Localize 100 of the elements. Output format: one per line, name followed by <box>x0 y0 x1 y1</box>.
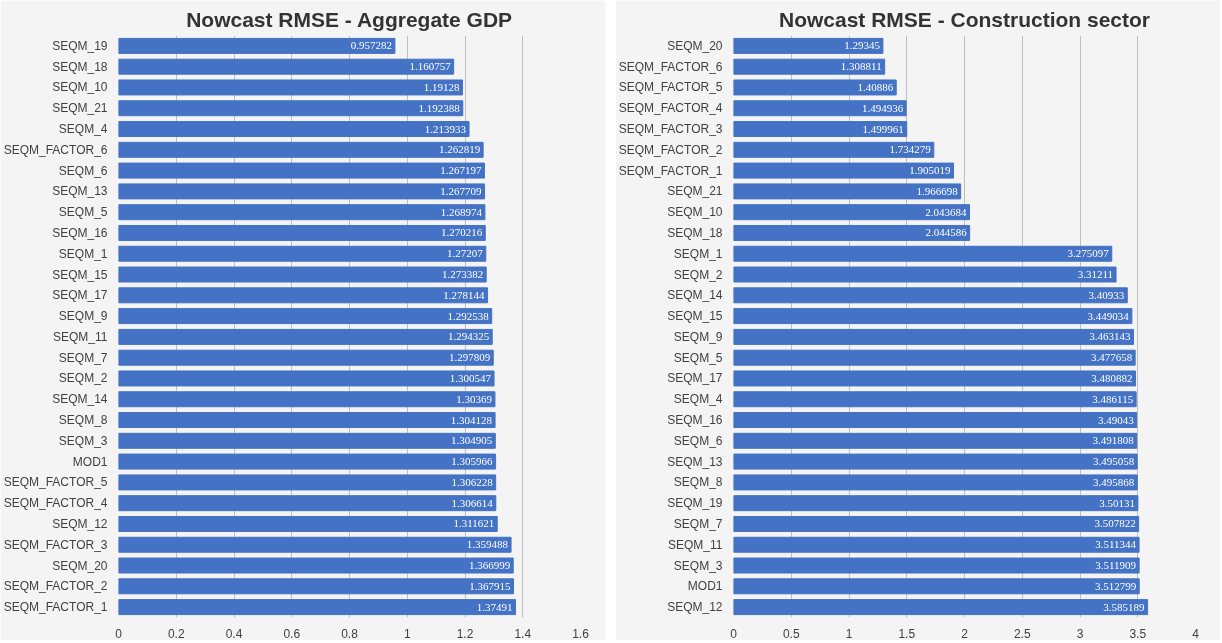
data-label: 1.294325 <box>447 330 490 343</box>
bar <box>118 349 494 366</box>
bar <box>118 453 497 470</box>
y-tick-label: SEQM_17 <box>52 288 108 303</box>
bar <box>118 121 470 138</box>
chart-title: Nowcast RMSE - Construction sector <box>778 7 1151 31</box>
y-tick-label: SEQM_20 <box>52 558 108 573</box>
y-tick-label: SEQM_13 <box>667 454 723 469</box>
bar <box>733 287 1128 304</box>
y-tick-label: SEQM_21 <box>667 184 723 199</box>
y-tick-label: SEQM_6 <box>673 433 723 448</box>
y-tick-label: SEQM_19 <box>667 496 723 511</box>
y-tick-label: SEQM_FACTOR_5 <box>618 80 723 95</box>
data-label: 1.367915 <box>469 579 511 592</box>
y-tick-label: SEQM_20 <box>667 38 723 53</box>
bar <box>733 308 1133 325</box>
data-label: 3.511909 <box>1095 559 1137 572</box>
data-label: 3.31211 <box>1077 268 1114 281</box>
data-label: 3.49043 <box>1097 413 1135 426</box>
x-tick-label: 1.2 <box>456 626 474 641</box>
data-label: 1.304128 <box>450 413 493 426</box>
y-tick-label: SEQM_5 <box>58 205 108 220</box>
bar <box>733 557 1140 574</box>
y-tick-label: SEQM_12 <box>52 516 108 531</box>
y-tick-label: SEQM_16 <box>667 413 723 428</box>
bar <box>733 495 1139 512</box>
y-tick-label: SEQM_16 <box>52 225 108 240</box>
data-label: 2.043684 <box>925 205 968 218</box>
bar <box>118 183 486 200</box>
data-label: 1.499961 <box>862 122 904 135</box>
data-label: 1.366999 <box>468 559 511 572</box>
data-label: 3.477658 <box>1090 351 1133 364</box>
data-label: 1.359488 <box>466 538 509 551</box>
x-tick-label: 0.2 <box>167 626 185 641</box>
y-tick-label: SEQM_10 <box>52 80 108 95</box>
y-tick-label: SEQM_4 <box>673 392 723 407</box>
data-label: 3.491808 <box>1092 434 1135 447</box>
data-label: 1.192388 <box>418 101 461 114</box>
y-tick-label: SEQM_FACTOR_1 <box>3 600 108 615</box>
data-label: 1.966698 <box>916 184 959 197</box>
bar <box>118 37 396 54</box>
data-label: 1.494936 <box>861 101 904 114</box>
y-tick-label: SEQM_FACTOR_2 <box>618 142 723 157</box>
data-label: 1.213933 <box>424 122 467 135</box>
bar <box>733 515 1140 532</box>
data-label: 1.40886 <box>857 80 894 93</box>
data-label: 3.495058 <box>1092 455 1135 468</box>
y-tick-label: SEQM_11 <box>668 537 723 552</box>
bar <box>733 58 886 75</box>
y-tick-label: SEQM_7 <box>58 350 108 365</box>
data-label: 3.495868 <box>1093 475 1135 488</box>
y-tick-label: SEQM_15 <box>52 267 108 282</box>
data-label: 1.37491 <box>476 600 513 613</box>
bar <box>118 141 484 158</box>
y-tick-label: SEQM_FACTOR_3 <box>3 537 108 552</box>
data-label: 1.270216 <box>441 226 483 239</box>
data-label: 3.507822 <box>1094 517 1136 530</box>
data-label: 3.585189 <box>1103 600 1146 613</box>
y-tick-label: SEQM_19 <box>52 38 108 53</box>
bar <box>733 370 1137 387</box>
y-tick-label: SEQM_7 <box>673 516 723 531</box>
bar <box>118 100 464 117</box>
bar <box>733 328 1134 345</box>
y-tick-label: SEQM_FACTOR_4 <box>618 101 723 116</box>
x-tick-label: 0 <box>730 626 738 641</box>
data-label: 1.27207 <box>447 247 484 260</box>
bar <box>118 432 496 449</box>
data-label: 1.308811 <box>840 60 882 73</box>
data-label: 1.306228 <box>451 475 494 488</box>
data-label: 3.511344 <box>1095 538 1137 551</box>
data-label: 3.40933 <box>1088 288 1125 301</box>
data-label: 1.268974 <box>440 205 483 218</box>
bar <box>733 391 1137 408</box>
data-label: 0.957282 <box>350 39 392 52</box>
x-tick-label: 1 <box>403 626 411 641</box>
bar <box>733 224 971 241</box>
data-label: 1.267709 <box>440 184 483 197</box>
data-label: 3.449034 <box>1087 309 1130 322</box>
data-label: 1.278144 <box>443 288 486 301</box>
bar <box>733 183 962 200</box>
data-label: 1.160757 <box>409 60 452 73</box>
y-tick-label: SEQM_1 <box>673 246 723 261</box>
y-tick-label: SEQM_FACTOR_5 <box>3 475 108 490</box>
bar <box>118 391 496 408</box>
data-label: 1.300547 <box>449 371 492 384</box>
bar <box>118 58 455 75</box>
y-tick-label: SEQM_17 <box>667 371 723 386</box>
data-label: 3.480882 <box>1091 371 1133 384</box>
y-tick-label: SEQM_8 <box>58 413 108 428</box>
bar <box>118 599 517 616</box>
x-tick-label: 0.8 <box>341 626 359 641</box>
y-tick-label: MOD1 <box>72 454 108 469</box>
y-tick-label: SEQM_FACTOR_2 <box>3 579 108 594</box>
y-tick-label: SEQM_3 <box>58 433 108 448</box>
y-tick-label: SEQM_5 <box>673 350 723 365</box>
data-label: 2.044586 <box>925 226 968 239</box>
x-tick-label: 3.5 <box>1129 626 1147 641</box>
x-tick-label: 0.6 <box>283 626 301 641</box>
data-label: 1.29345 <box>844 39 881 52</box>
bar <box>733 578 1140 595</box>
